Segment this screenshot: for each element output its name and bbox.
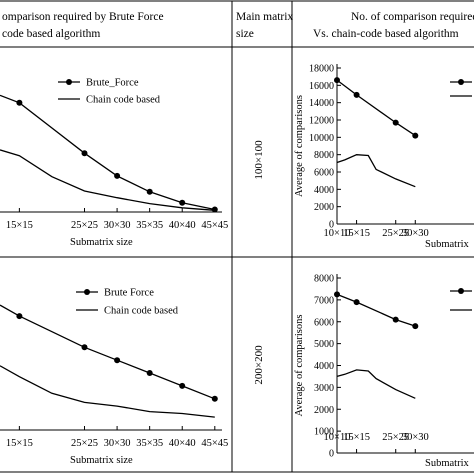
x-tick-label: 10×10 (324, 432, 351, 443)
data-point-marker (146, 370, 153, 376)
series-line-brute-force (336, 293, 416, 327)
x-tick-label: 35×35 (136, 438, 163, 449)
legend-marker (84, 289, 90, 295)
data-point-marker (412, 323, 419, 330)
chart-panel-row1-left: 15×15 25×25 30×30 35×35 40×40 45×45 Submatrix … (0, 78, 228, 248)
x-tick-label: 15×15 (343, 228, 370, 239)
y-tick-label: 0 (329, 220, 334, 231)
x-tick-label: 40×40 (169, 438, 196, 449)
data-point-marker (211, 395, 218, 402)
y-tick-label: 0 (329, 449, 334, 460)
data-point-marker (16, 313, 23, 320)
legend-label: Chain code based (104, 306, 179, 317)
chart-panel-row2-right: 0 1000 2000 3000 4000 5000 6000 7000 8000 Average… (294, 274, 474, 469)
x-tick-label: 25×25 (382, 432, 409, 443)
data-point-marker (412, 132, 419, 139)
x-tick-label: 45×45 (201, 220, 228, 231)
data-point-marker (353, 91, 360, 98)
legend-label: Brute_Force (86, 78, 139, 89)
y-tick-label: 10000 (309, 133, 334, 144)
data-point-marker (114, 357, 121, 364)
data-point-marker (179, 199, 186, 206)
y-axis-label: Average of comparisons (294, 315, 305, 417)
series-line-brute-force (336, 79, 416, 137)
y-tick-label: 14000 (309, 98, 334, 109)
y-tick-label: 4000 (314, 185, 334, 196)
y-tick-label: 2000 (314, 405, 334, 416)
header-middle-line1: Main matrix (236, 11, 293, 23)
y-tick-label: 5000 (314, 339, 334, 350)
data-point-marker (334, 291, 340, 298)
y-tick-label: 7000 (314, 295, 334, 306)
x-tick-label: 40×40 (169, 220, 196, 231)
x-tick-label: 35×35 (136, 220, 163, 231)
y-tick-label: 8000 (314, 150, 334, 161)
data-point-marker (179, 382, 186, 389)
x-tick-label: 15×15 (343, 432, 370, 443)
data-point-marker (392, 316, 399, 323)
x-tick-label: 25×25 (382, 228, 409, 239)
y-tick-label: 6000 (314, 317, 334, 328)
legend-marker (66, 79, 72, 85)
data-point-marker (81, 150, 88, 157)
data-point-marker (16, 99, 23, 106)
header-left-line1: omparison required by Brute Force (2, 11, 164, 23)
y-tick-label: 1000 (314, 427, 334, 438)
main-matrix-size-row1: 100×100 (253, 140, 265, 180)
x-tick-label: 25×25 (71, 220, 98, 231)
x-axis-label: Submatrix (425, 458, 469, 469)
data-point-marker (211, 206, 218, 213)
data-point-marker (353, 299, 360, 306)
series-line-brute-force (0, 94, 215, 211)
y-tick-label: 16000 (309, 81, 334, 92)
series-line-chain-code (0, 149, 215, 211)
legend-label: Chain code based (86, 95, 161, 106)
y-tick-label: 12000 (309, 116, 334, 127)
y-tick-label: 18000 (309, 64, 334, 75)
x-tick-label: 30×30 (402, 432, 429, 443)
x-axis-label: Submatrix (425, 239, 469, 250)
header-right-line1: No. of comparison required (351, 11, 474, 23)
x-tick-label: 10×10 (324, 228, 351, 239)
header-left-line2: code based algorithm (2, 28, 100, 40)
main-matrix-size-row2: 200×200 (253, 345, 265, 385)
data-point-marker (114, 172, 121, 179)
header-middle-line2: size (236, 28, 254, 40)
y-tick-label: 8000 (314, 274, 334, 285)
x-tick-label: 25×25 (71, 438, 98, 449)
x-axis-label: Submatrix size (70, 455, 133, 466)
data-point-marker (392, 119, 399, 126)
legend-marker (458, 288, 464, 294)
y-tick-label: 2000 (314, 202, 334, 213)
chart-panel-row2-left: 15×15 25×25 30×30 35×35 40×40 45×45 Submatrix … (0, 288, 228, 466)
x-tick-label: 30×30 (402, 228, 429, 239)
header-right-line2: Vs. chain-code based algorithm (313, 28, 459, 40)
y-tick-label: 6000 (314, 168, 334, 179)
series-line-chain-code (336, 369, 416, 399)
series-line-chain-code (336, 154, 416, 188)
x-tick-label: 30×30 (104, 438, 131, 449)
y-tick-label: 4000 (314, 361, 334, 372)
chart-panel-row1-right: 0 2000 4000 6000 8000 10000 12000 14000 16000 180… (294, 64, 474, 250)
x-tick-label: 15×15 (6, 220, 33, 231)
data-point-marker (146, 188, 153, 195)
series-line-chain-code (0, 365, 215, 418)
legend-label: Brute Force (104, 288, 154, 299)
x-tick-label: 45×45 (201, 438, 228, 449)
x-tick-label: 30×30 (104, 220, 131, 231)
data-point-marker (334, 77, 340, 84)
y-axis-label: Average of comparisons (294, 95, 305, 197)
x-axis-label: Submatrix size (70, 237, 133, 248)
y-tick-label: 3000 (314, 383, 334, 394)
legend-marker (458, 79, 464, 85)
data-point-marker (81, 344, 88, 351)
x-tick-label: 15×15 (6, 438, 33, 449)
